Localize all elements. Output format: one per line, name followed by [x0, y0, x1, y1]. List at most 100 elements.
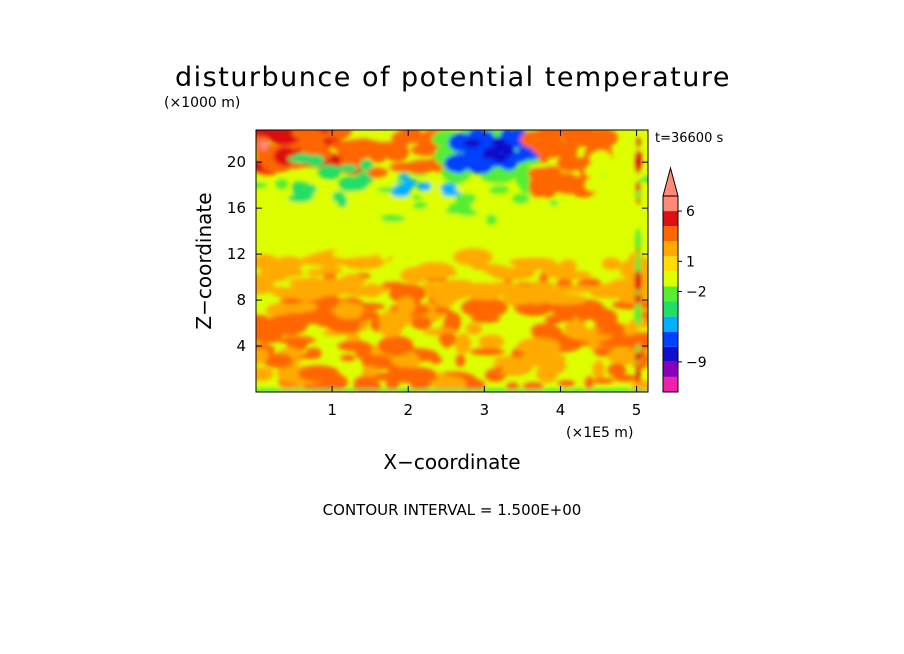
field-cell	[412, 321, 426, 327]
field-cell	[411, 195, 423, 200]
field-cell	[501, 294, 533, 306]
field-cell	[499, 133, 526, 144]
field-cell	[337, 342, 350, 350]
field-cell	[338, 164, 359, 173]
field-cell	[579, 242, 590, 254]
field-cell	[256, 366, 274, 381]
field-cell	[516, 337, 561, 356]
field-cell	[319, 212, 352, 224]
field-cell	[481, 152, 497, 159]
field-cell	[465, 322, 483, 335]
field-cell	[256, 286, 291, 293]
field-cell	[346, 333, 361, 342]
field-cell	[635, 235, 641, 251]
field-cell	[429, 177, 442, 193]
colorbar-swatch	[663, 361, 678, 377]
field-cell	[276, 336, 317, 345]
field-cell	[632, 363, 644, 368]
field-cell	[433, 307, 453, 314]
field-cell	[608, 188, 641, 199]
field-cell	[600, 157, 617, 173]
field-cell	[488, 185, 510, 194]
field-cell	[559, 259, 577, 274]
field-cell	[519, 194, 530, 202]
field-cell	[470, 347, 505, 356]
field-cell	[385, 377, 400, 391]
field-cell	[413, 202, 428, 210]
chart-title: disturbunce of potential temperature	[175, 62, 731, 93]
field-cell	[426, 242, 441, 252]
field-cell	[584, 163, 607, 179]
field-cell	[635, 252, 641, 268]
field-cell	[620, 204, 633, 211]
y-tick-label: 4	[236, 337, 246, 355]
colorbar-extend-arrow	[662, 166, 679, 197]
colorbar: 6 1 −2 −9	[662, 166, 707, 393]
colorbar-swatch	[663, 286, 678, 302]
x-axis-ticks: 1 2 3 4 5	[327, 130, 641, 419]
field-cell	[388, 283, 426, 304]
field-cell	[364, 245, 395, 255]
field-cell	[597, 330, 613, 336]
field-cell	[360, 310, 380, 320]
field-cell	[635, 190, 641, 200]
field-cell	[520, 350, 566, 368]
field-cell	[577, 312, 586, 323]
field-cell	[410, 378, 430, 391]
field-cell	[467, 288, 500, 298]
field-cell	[528, 218, 549, 229]
y-tick-label: 16	[227, 199, 246, 217]
field-cell	[433, 375, 467, 392]
y-tick-label: 8	[236, 291, 246, 309]
field-cell	[398, 174, 410, 181]
field-cell	[353, 376, 378, 386]
field-cell	[454, 333, 472, 354]
field-cell	[370, 372, 408, 381]
field-cell	[558, 210, 585, 224]
field-cell	[541, 166, 563, 183]
field-cell	[557, 155, 582, 172]
field-cell	[634, 351, 642, 362]
field-cell	[636, 366, 641, 384]
field-cell	[299, 353, 321, 360]
colorbar-swatch	[663, 226, 678, 242]
x-tick-label: 3	[480, 401, 490, 419]
field-cell	[332, 191, 346, 203]
field-cell	[592, 360, 605, 380]
field-cell	[429, 355, 443, 364]
field-cell	[306, 288, 348, 296]
field-cell	[351, 215, 377, 226]
field-cell	[448, 133, 474, 153]
field-cell	[347, 297, 358, 302]
field-cell	[461, 297, 508, 318]
field-cell	[455, 193, 476, 205]
y-tick-label: 20	[227, 153, 246, 171]
colorbar-swatch	[663, 211, 678, 227]
field-cell	[617, 141, 639, 160]
field-cell	[538, 178, 558, 199]
field-cell	[414, 262, 456, 280]
field-cell	[368, 148, 387, 163]
field-cell	[298, 365, 340, 382]
y-axis-label: Z−coordinate	[192, 192, 216, 329]
field-cell	[256, 198, 292, 209]
field-cell	[416, 181, 431, 192]
field-cell	[631, 332, 648, 343]
field-cell	[317, 164, 342, 180]
field-cell	[552, 234, 568, 252]
colorbar-swatch	[663, 346, 678, 362]
field-cell	[542, 221, 573, 239]
colorbar-swatch	[663, 256, 678, 272]
field-cell	[256, 345, 269, 365]
colorbar-label: −9	[686, 355, 707, 371]
field-cell	[265, 314, 308, 336]
field-cell	[381, 214, 405, 223]
field-cell	[546, 293, 588, 305]
x-tick-label: 1	[327, 401, 337, 419]
field-cell	[399, 222, 419, 235]
field-cell	[527, 287, 546, 305]
field-cell	[601, 223, 623, 231]
field-cell	[438, 332, 457, 346]
field-cell	[332, 306, 368, 319]
